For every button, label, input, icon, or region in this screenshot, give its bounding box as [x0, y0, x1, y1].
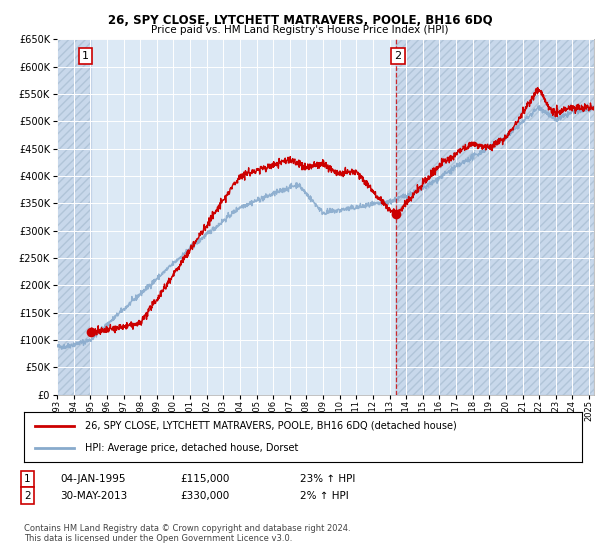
- Text: HPI: Average price, detached house, Dorset: HPI: Average price, detached house, Dors…: [85, 443, 299, 453]
- Bar: [57, 39, 91, 395]
- Text: 30-MAY-2013: 30-MAY-2013: [60, 491, 127, 501]
- Bar: [397, 39, 594, 395]
- Text: Contains HM Land Registry data © Crown copyright and database right 2024.
This d: Contains HM Land Registry data © Crown c…: [24, 524, 350, 543]
- Bar: [397, 39, 594, 395]
- Text: 2: 2: [395, 50, 402, 60]
- Bar: [57, 39, 91, 395]
- Text: Price paid vs. HM Land Registry's House Price Index (HPI): Price paid vs. HM Land Registry's House …: [151, 25, 449, 35]
- Text: 26, SPY CLOSE, LYTCHETT MATRAVERS, POOLE, BH16 6DQ: 26, SPY CLOSE, LYTCHETT MATRAVERS, POOLE…: [107, 14, 493, 27]
- Text: £115,000: £115,000: [180, 474, 229, 484]
- Text: 04-JAN-1995: 04-JAN-1995: [60, 474, 125, 484]
- Text: 26, SPY CLOSE, LYTCHETT MATRAVERS, POOLE, BH16 6DQ (detached house): 26, SPY CLOSE, LYTCHETT MATRAVERS, POOLE…: [85, 421, 457, 431]
- Text: 2: 2: [24, 491, 31, 501]
- Text: 23% ↑ HPI: 23% ↑ HPI: [300, 474, 355, 484]
- Text: 1: 1: [24, 474, 31, 484]
- Text: 1: 1: [82, 50, 89, 60]
- Text: £330,000: £330,000: [180, 491, 229, 501]
- Text: 2% ↑ HPI: 2% ↑ HPI: [300, 491, 349, 501]
